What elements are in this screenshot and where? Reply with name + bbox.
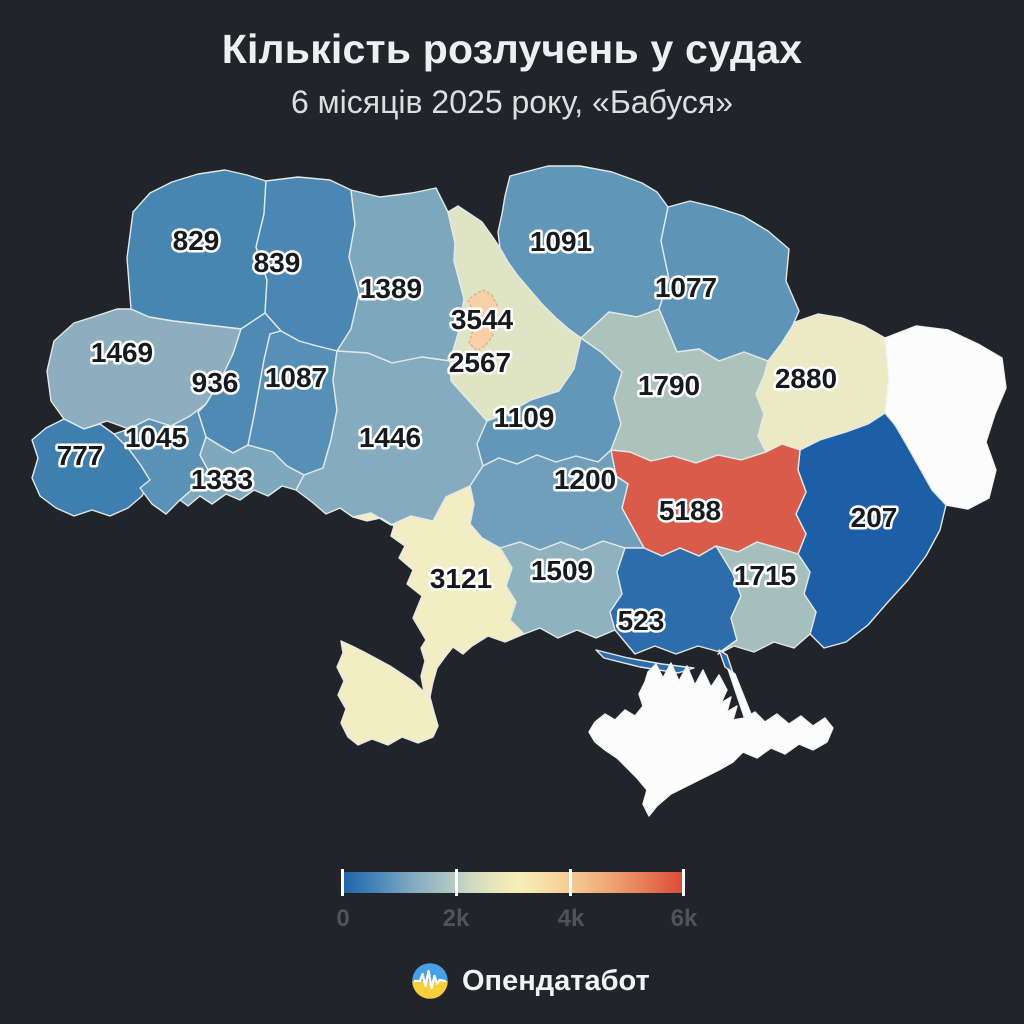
legend-label-0: 0 <box>336 905 350 932</box>
page-title: Кількість розлучень у судах <box>221 26 803 72</box>
region-value-odesa: 3121 <box>430 563 492 594</box>
brand-footer: Опендатабот <box>410 959 650 1003</box>
region-value-volyn: 829 <box>173 225 220 256</box>
regions <box>31 165 1007 817</box>
region-value-zhytomyr: 1389 <box>360 273 422 304</box>
region-value-zaporizhzhia: 1715 <box>734 560 796 591</box>
legend-tick-0 <box>341 869 344 896</box>
region-value-kherson: 523 <box>618 605 665 636</box>
brand-name: Опендатабот <box>462 964 650 997</box>
legend-tick-4k <box>569 869 572 896</box>
region-value-vinnytsia: 1446 <box>359 422 421 453</box>
legend-tick-labels: 0 2k 4k 6k <box>336 905 697 933</box>
region-value-ivano-frankivsk: 1045 <box>125 422 187 453</box>
region-value-zakarpattia: 777 <box>57 440 104 471</box>
region-value-kyiv-oblast: 2567 <box>449 347 511 378</box>
opendatabot-logo-icon <box>412 963 448 999</box>
region-value-poltava: 1790 <box>638 370 700 401</box>
region-kyiv-city <box>466 289 498 352</box>
region-value-ternopil: 936 <box>192 367 239 398</box>
legend-tick-6k <box>682 869 685 896</box>
region-zaporizhzhia <box>715 541 817 655</box>
region-value-kirovohrad: 1200 <box>554 464 616 495</box>
region-value-kyiv-city: 3544 <box>451 304 514 335</box>
region-value-khmelnytskyi: 1087 <box>265 362 327 393</box>
legend-tick-2k <box>455 869 458 896</box>
region-odesa <box>336 485 525 746</box>
arabat-spit-north <box>718 649 734 674</box>
region-value-dnipro: 5188 <box>659 495 721 526</box>
region-value-mykolaiv: 1509 <box>531 555 593 586</box>
region-value-kharkiv: 2880 <box>775 363 837 394</box>
region-value-sumy: 1077 <box>655 272 717 303</box>
color-scale-legend <box>341 869 685 896</box>
region-chernivtsi <box>179 436 305 507</box>
region-value-cherkasy: 1109 <box>494 402 555 433</box>
page-subtitle: 6 місяців 2025 року, «Бабуся» <box>290 84 734 120</box>
legend-label-4k: 4k <box>557 905 585 932</box>
legend-label-2k: 2k <box>442 905 470 932</box>
region-value-chernihiv: 1091 <box>530 226 592 257</box>
region-value-rivne: 839 <box>254 247 301 278</box>
legend-label-6k: 6k <box>670 905 698 932</box>
region-value-chernivtsi: 1333 <box>191 464 253 495</box>
region-crimea <box>588 662 834 817</box>
region-value-labels: 829 839 1389 3544 2567 1091 1077 1469 93… <box>54 223 900 639</box>
region-value-lviv: 1469 <box>91 337 153 368</box>
region-kherson <box>609 545 742 655</box>
region-value-donetsk: 207 <box>851 502 898 533</box>
